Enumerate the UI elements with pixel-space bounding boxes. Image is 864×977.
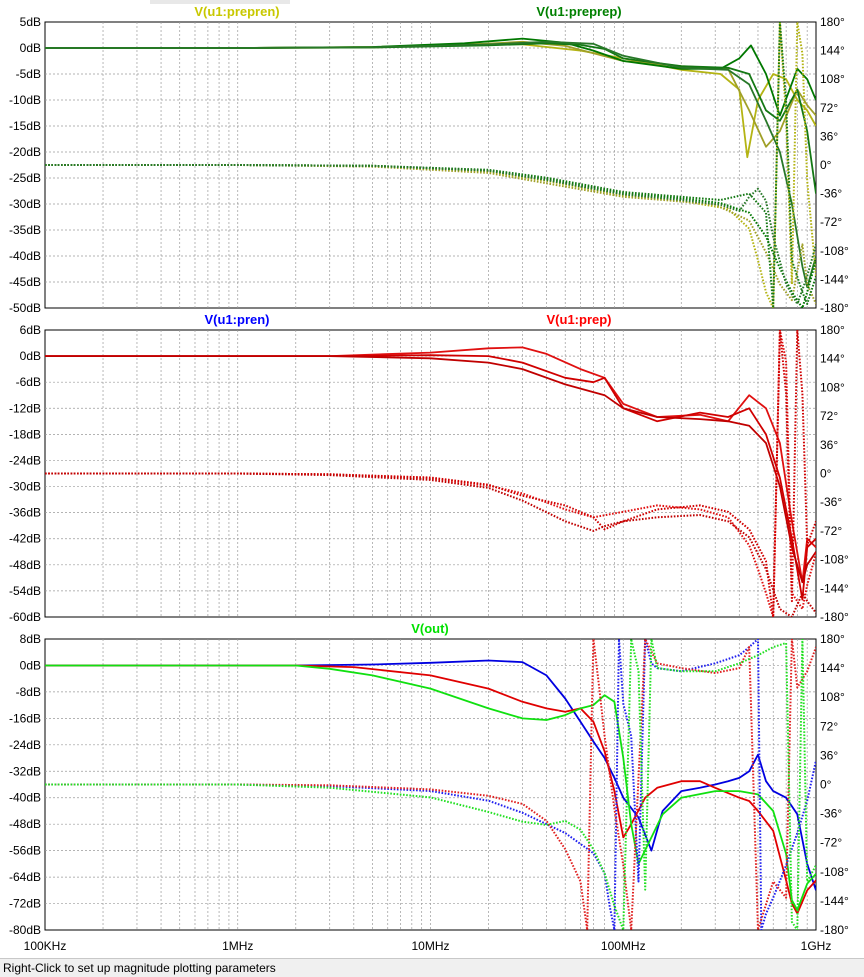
magnitude-trace	[45, 40, 816, 289]
x-tick: 1GHz	[801, 939, 832, 953]
y-tick-left: 5dB	[20, 15, 41, 29]
pane-2: 6dB 0dB -6dB -12dB -18dB -24dB -30dB -36dB -42dB…	[9, 312, 849, 624]
y-tick-left: -48dB	[9, 558, 41, 572]
y-tick-left: -40dB	[9, 791, 41, 805]
y-tick-left: -50dB	[9, 301, 41, 315]
magnitude-trace	[45, 355, 816, 584]
phase-trace	[45, 22, 816, 308]
phase-trace	[45, 330, 816, 617]
phase-trace	[45, 472, 816, 617]
y-tick-left: -56dB	[9, 844, 41, 858]
y-tick-right: -144°	[820, 894, 849, 908]
y-tick-right: -144°	[820, 272, 849, 286]
y-tick-left: -12dB	[9, 401, 41, 415]
y-tick-left: -30dB	[9, 480, 41, 494]
y-tick-right: -180°	[820, 301, 849, 315]
y-tick-left: -36dB	[9, 506, 41, 520]
y-tick-right: -180°	[820, 923, 849, 937]
y-tick-right: -72°	[820, 524, 842, 538]
pane-1: 5dB 0dB -5dB -10dB -15dB -20dB -25dB -30dB -35dB…	[9, 4, 849, 315]
y-tick-left: -24dB	[9, 738, 41, 752]
y-tick-left: -54dB	[9, 584, 41, 598]
y-tick-left: -25dB	[9, 171, 41, 185]
y-tick-right: 180°	[820, 632, 845, 646]
y-tick-right: -36°	[820, 187, 842, 201]
y-tick-right: -108°	[820, 865, 849, 879]
y-tick-left: -72dB	[9, 897, 41, 911]
y-tick-left: -32dB	[9, 764, 41, 778]
y-tick-left: -64dB	[9, 870, 41, 884]
y-tick-left: -10dB	[9, 93, 41, 107]
y-tick-left: -60dB	[9, 610, 41, 624]
y-tick-left: -8dB	[16, 685, 41, 699]
x-tick: 1MHz	[222, 939, 253, 953]
y-tick-right: 144°	[820, 661, 845, 675]
y-tick-right: 0°	[820, 158, 832, 172]
y-tick-right: -36°	[820, 807, 842, 821]
window-tab-strip	[150, 0, 290, 4]
y-tick-right: 180°	[820, 323, 845, 337]
y-tick-right: -72°	[820, 215, 842, 229]
trace-label: V(out)	[411, 621, 449, 636]
y-tick-left: -30dB	[9, 197, 41, 211]
y-tick-right: 72°	[820, 409, 838, 423]
y-tick-left: -18dB	[9, 427, 41, 441]
x-tick: 100MHz	[601, 939, 646, 953]
y-tick-left: -5dB	[16, 67, 41, 81]
y-tick-left: -24dB	[9, 453, 41, 467]
y-tick-right: 36°	[820, 438, 838, 452]
y-tick-right: 72°	[820, 719, 838, 733]
y-tick-right: 180°	[820, 15, 845, 29]
y-tick-left: 0dB	[20, 658, 41, 672]
y-tick-left: -45dB	[9, 275, 41, 289]
y-tick-left: -6dB	[16, 375, 41, 389]
y-tick-left: -20dB	[9, 145, 41, 159]
y-tick-left: -15dB	[9, 119, 41, 133]
y-tick-right: -144°	[820, 581, 849, 595]
y-tick-left: -35dB	[9, 223, 41, 237]
y-tick-right: -72°	[820, 836, 842, 850]
y-tick-right: -108°	[820, 553, 849, 567]
y-tick-right: 72°	[820, 101, 838, 115]
trace-label: V(u1:pren)	[205, 312, 270, 327]
phase-trace	[45, 330, 816, 617]
y-tick-left: -40dB	[9, 249, 41, 263]
trace-label: V(u1:prep)	[547, 312, 612, 327]
y-tick-right: -108°	[820, 244, 849, 258]
magnitude-trace	[45, 659, 816, 891]
pane-3: 8dB 0dB -8dB -16dB -24dB -32dB -40dB -48dB -56dB…	[9, 621, 849, 937]
x-tick: 100KHz	[24, 939, 67, 953]
y-tick-right: 0°	[820, 778, 832, 792]
x-tick: 10MHz	[411, 939, 449, 953]
y-tick-right: 108°	[820, 72, 845, 86]
y-tick-left: 0dB	[20, 41, 41, 55]
y-tick-right: 36°	[820, 748, 838, 762]
y-tick-left: 0dB	[20, 349, 41, 363]
y-tick-left: 8dB	[20, 632, 41, 646]
y-tick-right: -180°	[820, 610, 849, 624]
status-bar: Right-Click to set up magnitude plotting…	[0, 958, 864, 977]
y-tick-left: -80dB	[9, 923, 41, 937]
trace-label: V(u1:preprep)	[536, 4, 621, 19]
trace-label: V(u1:prepren)	[194, 4, 279, 19]
phase-trace	[45, 639, 816, 930]
magnitude-trace	[45, 664, 816, 912]
y-tick-right: 36°	[820, 129, 838, 143]
y-tick-right: 144°	[820, 44, 845, 58]
y-tick-left: -48dB	[9, 817, 41, 831]
y-tick-right: 108°	[820, 380, 845, 394]
y-tick-right: 144°	[820, 352, 845, 366]
y-tick-left: 6dB	[20, 323, 41, 337]
phase-trace	[45, 639, 816, 930]
y-tick-right: 108°	[820, 690, 845, 704]
y-tick-right: -36°	[820, 495, 842, 509]
y-tick-left: -16dB	[9, 711, 41, 725]
y-tick-right: 0°	[820, 467, 832, 481]
phase-trace	[45, 639, 816, 930]
y-tick-left: -42dB	[9, 532, 41, 546]
phase-trace	[45, 164, 816, 305]
